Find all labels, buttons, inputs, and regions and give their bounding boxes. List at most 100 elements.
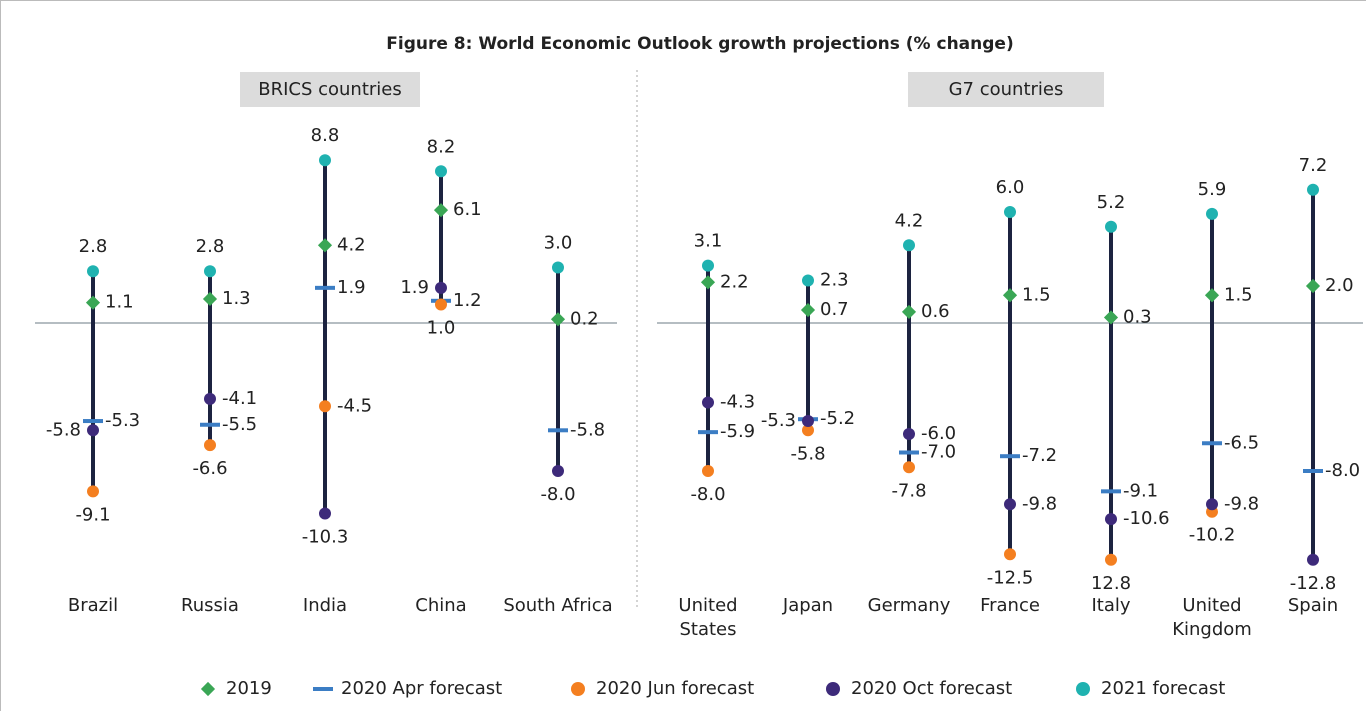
data-label: -12.5 [987,567,1034,588]
x-tick-label: United States [678,595,738,640]
data-label: 4.2 [895,210,924,231]
marker-circle [903,428,915,440]
marker-circle [435,165,447,178]
marker-circle [1307,553,1319,566]
data-label: 1.2 [453,290,482,311]
marker-diamond [1305,278,1321,294]
data-label: -10.3 [302,527,349,548]
legend-marker [571,682,585,696]
marker-circle [1004,206,1016,218]
x-tick-label: France [980,595,1040,616]
group-label: G7 countries [949,79,1064,100]
data-label: -9.8 [1224,493,1259,514]
x-tick-label: United Kingdom [1172,595,1252,640]
data-label: -4.1 [222,388,257,409]
marker-diamond [800,302,816,318]
data-label: -4.5 [337,395,372,416]
marker-circle [435,281,447,294]
group-label-box [908,72,1104,107]
legend-marker [826,682,840,696]
marker-circle [319,400,331,413]
legend-marker [200,681,216,697]
marker-diamond [1002,288,1018,303]
marker-circle [903,461,915,474]
data-label: -5.3 [761,410,796,431]
data-label: 2.0 [1325,275,1354,296]
x-tick-label: Brazil [67,595,119,616]
legend-label: 2020 Jun forecast [596,678,754,699]
legend-label: 2020 Oct forecast [851,678,1012,699]
marker-diamond [550,312,566,327]
data-label: 7.2 [1299,155,1328,176]
marker-dash [698,430,718,435]
marker-diamond [433,203,449,218]
marker-circle [87,265,99,278]
data-label: -5.9 [720,421,755,442]
marker-circle [1105,553,1117,566]
data-label: -5.2 [820,408,855,429]
x-tick-label: South Africa [503,595,613,616]
marker-circle [204,439,216,452]
data-label: -6.6 [192,458,227,479]
marker-dash [200,422,220,427]
data-label: -8.0 [690,484,725,505]
data-label: 1.1 [105,292,134,313]
x-tick-label: China [415,595,467,616]
data-label: 1.5 [1224,284,1253,305]
data-label: 3.0 [544,233,573,254]
marker-circle [802,274,814,287]
data-label: -5.5 [222,414,257,435]
marker-dash [1303,469,1323,473]
marker-circle [1004,548,1016,561]
data-label: 12.8 [1091,573,1131,594]
data-label: -5.8 [790,443,825,464]
x-tick-label: Germany [867,595,951,616]
data-label: -5.8 [46,419,81,440]
marker-diamond [901,304,917,319]
data-label: -5.8 [570,419,605,440]
marker-circle [702,396,714,409]
marker-circle [702,259,714,272]
data-label: -7.2 [1022,445,1057,466]
marker-dash [899,450,919,455]
marker-diamond [202,291,218,307]
data-label: 1.5 [1022,284,1051,305]
marker-circle [802,415,814,428]
data-label: -4.3 [720,392,755,413]
marker-circle [1206,207,1218,220]
data-label: -6.0 [921,423,956,444]
x-tick-label: Spain [1287,595,1339,616]
marker-circle [1004,498,1016,511]
marker-circle [552,261,564,274]
marker-diamond [700,275,716,290]
legend-marker [1076,682,1090,696]
data-label: -8.0 [540,484,575,505]
marker-circle [204,392,216,405]
marker-circle [802,424,814,437]
data-label: 1.9 [337,277,366,298]
data-label: -9.8 [1022,493,1057,514]
marker-dash [1000,454,1020,459]
data-label: -6.5 [1224,432,1259,453]
marker-circle [319,154,331,167]
marker-circle [204,265,216,278]
data-label: 6.1 [453,199,482,220]
data-label: 6.0 [996,177,1025,198]
marker-circle [1206,498,1218,511]
data-label: -9.1 [75,504,110,525]
legend-label: 2019 [226,678,272,699]
data-label: 2.3 [820,269,849,290]
data-label: 2.8 [79,236,108,257]
data-label: -8.0 [1325,460,1360,481]
marker-diamond [85,295,101,310]
data-label: 2.2 [720,271,749,292]
marker-dash [1101,489,1121,494]
data-label: -12.8 [1290,573,1337,594]
data-label: 0.7 [820,299,849,320]
marker-dash [315,285,335,290]
x-tick-label: Russia [181,595,239,616]
marker-circle [1105,513,1117,526]
data-label: 1.3 [222,288,251,309]
marker-dash [548,428,568,433]
